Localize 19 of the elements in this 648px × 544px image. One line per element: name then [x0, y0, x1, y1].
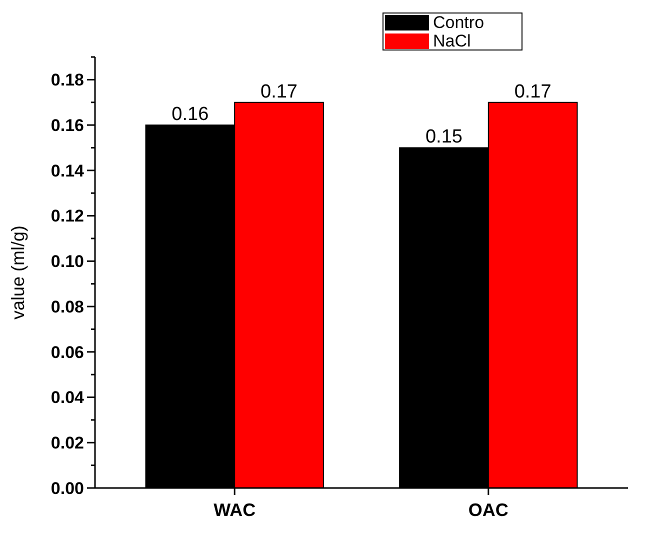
- legend-label: NaCl: [433, 32, 471, 51]
- data-label: 0.17: [260, 81, 298, 102]
- y-tick-label: 0.06: [50, 342, 84, 362]
- y-tick-label: 0.12: [50, 206, 84, 226]
- x-tick-label: WAC: [214, 500, 256, 520]
- y-tick-label: 0.18: [50, 70, 84, 90]
- data-label: 0.17: [514, 81, 552, 102]
- y-tick-label: 0.16: [50, 116, 84, 136]
- y-tick-label: 0.08: [50, 297, 84, 316]
- y-tick-label: 0.04: [50, 388, 85, 408]
- data-label: 0.15: [425, 126, 462, 148]
- y-tick-label: 0.10: [50, 252, 84, 272]
- legend-label: Contro: [433, 13, 484, 32]
- y-tick-label: 0.00: [50, 478, 84, 498]
- data-label: 0.16: [172, 104, 209, 126]
- x-tick-label: OAC: [468, 500, 508, 520]
- y-tick-label: 0.14: [50, 161, 85, 180]
- y-axis-title: value (ml/g): [8, 225, 28, 320]
- y-tick-label: 0.02: [50, 434, 84, 453]
